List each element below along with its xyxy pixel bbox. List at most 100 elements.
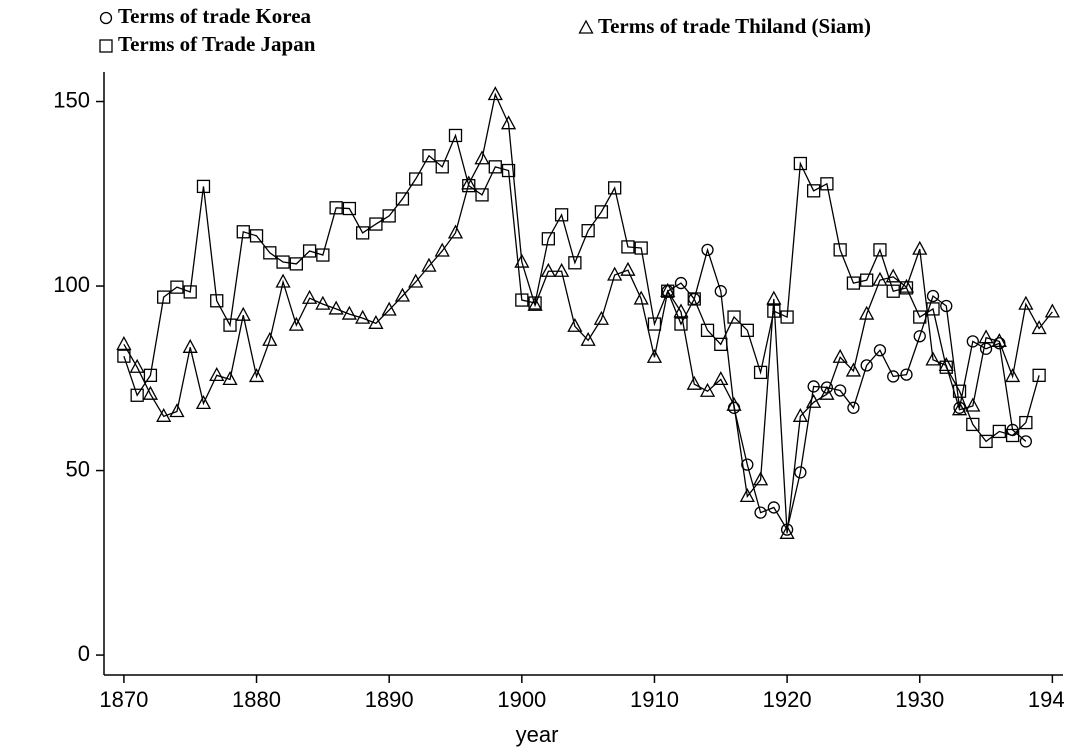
marker [966, 417, 980, 432]
marker [925, 351, 941, 366]
marker [752, 471, 769, 486]
marker [621, 240, 635, 254]
marker [195, 395, 212, 410]
marker [235, 306, 251, 321]
marker [714, 285, 727, 298]
marker [741, 458, 754, 471]
marker [859, 305, 875, 320]
marker [806, 184, 821, 198]
marker [939, 360, 953, 374]
marker [409, 172, 423, 186]
legend-marker [99, 11, 113, 25]
legend-label: Terms of trade Korea [118, 4, 312, 28]
marker [832, 348, 848, 363]
y-tick-label: 150 [53, 87, 90, 112]
marker [727, 310, 741, 324]
legend-label: Terms of Trade Japan [118, 32, 316, 56]
marker [541, 232, 555, 246]
marker [633, 290, 649, 305]
x-tick-label: 1900 [497, 687, 546, 712]
marker [568, 256, 582, 270]
x-tick-label: 1920 [763, 687, 812, 712]
marker [395, 192, 410, 206]
marker [355, 309, 371, 324]
marker [462, 179, 476, 193]
marker [302, 244, 317, 258]
marker [447, 224, 464, 239]
marker [315, 295, 331, 310]
marker [289, 257, 303, 271]
marker [593, 310, 609, 325]
marker [913, 310, 927, 324]
marker [1018, 295, 1034, 310]
marker [873, 344, 887, 357]
marker [276, 255, 290, 269]
marker [753, 365, 768, 380]
marker [474, 150, 490, 165]
marker [421, 257, 437, 272]
legend-marker [578, 19, 594, 34]
marker [898, 278, 915, 293]
series-line [667, 247, 1027, 532]
marker [170, 280, 184, 294]
marker [183, 285, 197, 299]
marker [209, 366, 225, 381]
marker [754, 506, 767, 519]
marker [965, 397, 981, 412]
marker [674, 276, 688, 290]
marker [328, 300, 344, 315]
marker [739, 488, 755, 503]
marker [381, 301, 397, 316]
marker [1019, 435, 1033, 448]
marker [116, 335, 132, 350]
marker [687, 292, 701, 306]
marker [726, 396, 742, 411]
marker [356, 226, 370, 240]
marker [329, 201, 343, 215]
marker [620, 261, 636, 276]
x-tick-label: 1940 [1028, 687, 1065, 712]
marker [700, 323, 715, 337]
marker [581, 224, 595, 238]
marker [567, 317, 583, 332]
marker [714, 337, 728, 351]
marker [142, 385, 159, 400]
marker [382, 209, 396, 223]
marker [341, 305, 357, 320]
y-tick-label: 100 [53, 272, 90, 297]
marker [210, 294, 224, 308]
marker [607, 266, 623, 281]
marker [872, 271, 888, 286]
marker [913, 330, 926, 343]
marker [834, 384, 847, 397]
marker [713, 371, 729, 386]
marker [860, 273, 874, 287]
marker [1031, 320, 1047, 335]
marker [448, 128, 463, 143]
legend-marker [99, 39, 113, 53]
marker [223, 318, 237, 332]
marker [368, 314, 384, 329]
marker [833, 243, 847, 257]
marker [1019, 415, 1033, 430]
marker [846, 276, 861, 290]
marker [699, 382, 716, 397]
y-tick-label: 50 [66, 456, 90, 481]
marker [885, 268, 901, 283]
marker [435, 160, 449, 174]
marker [263, 246, 277, 260]
marker [554, 262, 570, 277]
marker [926, 289, 940, 303]
marker [940, 299, 953, 313]
marker [514, 253, 530, 268]
marker [806, 393, 822, 408]
marker [780, 310, 794, 324]
marker [515, 293, 529, 307]
marker [873, 243, 887, 257]
marker [369, 217, 383, 231]
marker [647, 317, 662, 331]
marker [991, 333, 1007, 348]
marker [594, 205, 609, 219]
marker [169, 403, 185, 418]
